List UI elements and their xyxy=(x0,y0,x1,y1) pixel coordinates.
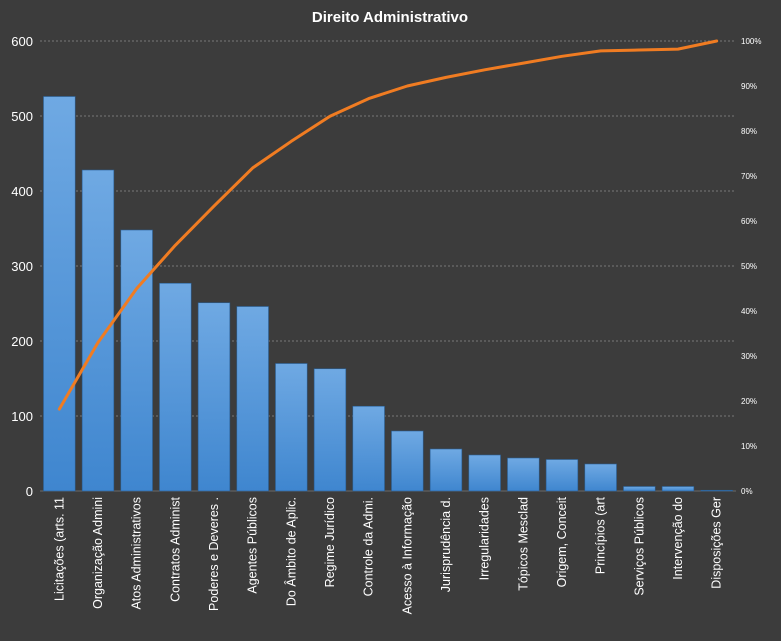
bar xyxy=(700,489,733,492)
bar xyxy=(236,306,269,492)
bar xyxy=(43,96,76,492)
bar xyxy=(159,282,192,492)
y2-tick-label: 20% xyxy=(741,397,757,406)
category-axis: Licitações (arts. 11 Organização Admini At… xyxy=(52,496,723,614)
bar xyxy=(81,169,115,492)
category-label: Acesso à Informação xyxy=(400,497,414,614)
category-label: Regime Jurídico xyxy=(323,497,337,587)
bar xyxy=(120,229,153,492)
bar xyxy=(545,459,579,492)
category-label: Controle da Admi. xyxy=(362,497,376,596)
category-label: Irregularidades xyxy=(478,497,492,580)
left-axis: 0 100 200 300 400 500 600 xyxy=(11,34,33,499)
bar xyxy=(352,405,385,492)
y-tick-label: 300 xyxy=(11,259,33,274)
category-label: Licitações (arts. 11 xyxy=(52,497,66,601)
category-label: Origem, Conceit xyxy=(555,496,569,587)
bar xyxy=(197,302,231,492)
bar xyxy=(507,457,540,492)
category-label: Tópicos Mesclad xyxy=(516,497,530,591)
y-tick-label: 400 xyxy=(11,184,33,199)
category-label: Agentes Públicos xyxy=(246,497,260,594)
chart-title: Direito Administrativo xyxy=(312,9,468,26)
y-tick-label: 100 xyxy=(11,409,33,424)
y2-tick-label: 80% xyxy=(741,127,757,136)
right-axis: 0% 10% 20% 30% 40% 50% 60% 70% 80% 90% 100% xyxy=(741,37,761,496)
bar xyxy=(584,463,617,492)
category-label: Do Âmbito de Aplic. xyxy=(283,497,298,606)
y-tick-label: 0 xyxy=(26,484,33,499)
category-label: Serviços Públicos xyxy=(632,497,646,596)
y2-tick-label: 40% xyxy=(741,307,757,316)
bar xyxy=(623,486,656,492)
y2-tick-label: 30% xyxy=(741,352,757,361)
category-label: Princípios (art xyxy=(594,496,608,574)
cumulative-line-path xyxy=(57,39,719,411)
y2-tick-label: 70% xyxy=(741,172,757,181)
y2-tick-label: 50% xyxy=(741,262,757,271)
bar xyxy=(429,448,463,492)
bar xyxy=(391,430,424,492)
bars xyxy=(43,96,733,492)
category-label: Disposições Ger xyxy=(710,497,724,589)
category-label: Poderes e Deveres . xyxy=(207,497,221,611)
category-label: Organização Admini xyxy=(91,497,105,609)
cumulative-line xyxy=(57,39,719,411)
y-tick-label: 200 xyxy=(11,334,33,349)
category-label: Atos Administrativos xyxy=(130,497,144,610)
y2-tick-label: 90% xyxy=(741,82,757,91)
category-label: Intervenção do xyxy=(671,497,685,580)
bar xyxy=(661,486,695,492)
y-tick-label: 600 xyxy=(11,34,33,49)
category-label: Jurisprudência d. xyxy=(439,497,453,592)
y-tick-label: 500 xyxy=(11,109,33,124)
y2-tick-label: 0% xyxy=(741,487,753,496)
bar xyxy=(313,368,347,492)
y2-tick-label: 10% xyxy=(741,442,757,451)
bar xyxy=(468,454,501,492)
y2-tick-label: 100% xyxy=(741,37,761,46)
y2-tick-label: 60% xyxy=(741,217,757,226)
bar xyxy=(275,363,308,492)
category-label: Contratos Administ xyxy=(168,496,182,601)
